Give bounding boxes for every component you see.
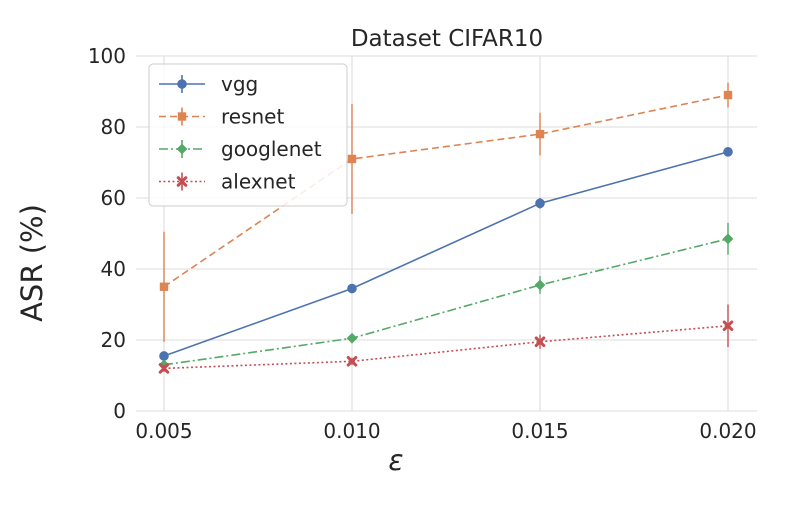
- legend-item-vgg: vgg: [159, 72, 258, 96]
- y-tick-label: 40: [101, 257, 126, 281]
- y-tick-label: 100: [88, 44, 126, 68]
- series-line: [163, 94, 729, 288]
- data-point: [722, 233, 734, 245]
- data-point: [346, 332, 358, 344]
- series-line: [163, 238, 729, 366]
- data-point: [158, 363, 170, 374]
- series-vgg: [159, 147, 733, 361]
- x-tick-label: 0.005: [135, 419, 192, 443]
- x-tick-label: 0.010: [323, 419, 380, 443]
- data-point: [177, 112, 187, 121]
- data-point: [722, 320, 734, 332]
- x-tick-label: 0.015: [511, 419, 568, 443]
- legend: vgg resnet googlenet alexnet: [148, 63, 348, 207]
- legend-label: resnet: [221, 105, 284, 129]
- y-tick-label: 0: [113, 399, 126, 423]
- data-point: [176, 176, 188, 187]
- data-point: [176, 143, 188, 155]
- data-point: [535, 129, 545, 139]
- data-point: [177, 79, 187, 89]
- y-tick-label: 20: [101, 328, 126, 352]
- data-point: [159, 282, 169, 291]
- legend-label: alexnet: [221, 170, 296, 194]
- legend-item-googlenet: googlenet: [159, 137, 322, 161]
- y-axis-title: ASR (%): [15, 204, 49, 322]
- legend-label: googlenet: [221, 137, 322, 161]
- data-point: [534, 336, 546, 348]
- series-googlenet: [158, 222, 734, 371]
- series-group: [158, 82, 734, 374]
- data-point: [346, 356, 358, 367]
- x-axis-title: ε: [388, 444, 403, 477]
- data-point: [534, 279, 546, 291]
- y-tick-label: 80: [101, 115, 126, 139]
- series-resnet: [159, 82, 733, 342]
- data-point: [723, 147, 733, 157]
- legend-frame: [148, 63, 348, 207]
- x-tick-label: 0.020: [699, 419, 756, 443]
- series-line: [163, 325, 729, 370]
- legend-label: vgg: [221, 72, 258, 96]
- data-point: [535, 198, 545, 209]
- data-point: [347, 283, 357, 294]
- series-alexnet: [158, 304, 734, 374]
- chart-title: Dataset CIFAR10: [351, 26, 543, 52]
- legend-item-alexnet: alexnet: [159, 170, 296, 194]
- series-line: [163, 151, 729, 357]
- axes: 0 20 40 60 80 100 0.005 0.010 0.015 0.020: [88, 44, 757, 443]
- data-point: [347, 154, 357, 164]
- data-point: [723, 90, 733, 100]
- data-point: [159, 351, 169, 361]
- legend-item-resnet: resnet: [159, 105, 284, 129]
- y-tick-label: 60: [101, 186, 126, 210]
